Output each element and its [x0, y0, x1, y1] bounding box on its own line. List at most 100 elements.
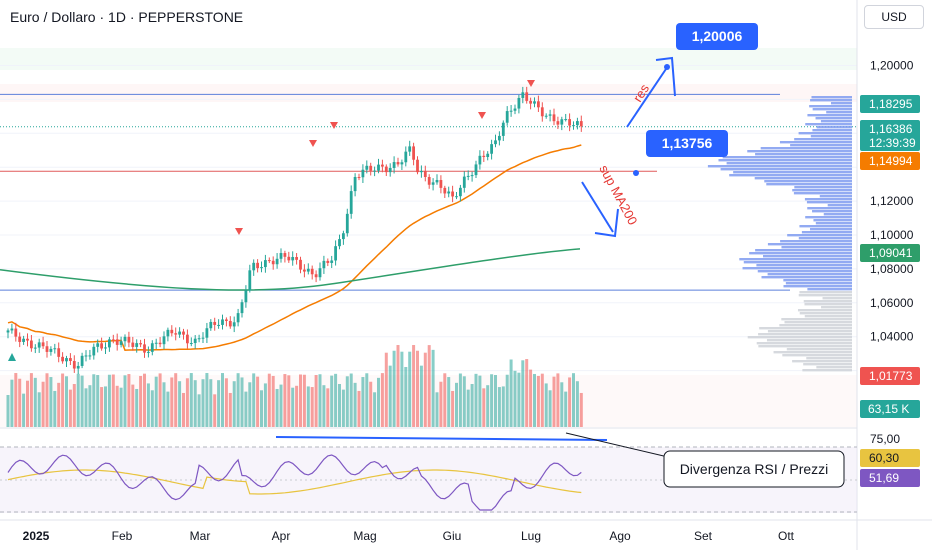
candle-body — [158, 342, 162, 345]
price-label: 1,09041 — [869, 246, 913, 260]
volume-bar — [451, 390, 455, 427]
candle-body — [76, 365, 80, 369]
price-label-box — [860, 95, 920, 113]
callout-text-sup: 1,13756 — [662, 135, 713, 151]
volume-profile-bar — [764, 180, 852, 183]
candle-body — [69, 358, 72, 362]
volume-profile-bar — [815, 117, 852, 120]
candle-body — [65, 358, 68, 362]
volume-profile-bar — [783, 285, 852, 288]
volume-bar — [392, 350, 396, 427]
candle-body — [353, 177, 357, 192]
volume-bar — [127, 374, 131, 427]
candle-body — [147, 351, 150, 353]
volume-bar — [111, 374, 115, 427]
y-tick-label: 1,08000 — [870, 262, 914, 276]
candle-body — [306, 268, 310, 272]
volume-profile-bar — [802, 369, 852, 372]
volume-bar — [427, 345, 431, 427]
candle-body — [423, 170, 427, 178]
candle-body — [443, 187, 447, 194]
candle-body — [349, 191, 353, 214]
candle-body — [18, 336, 22, 342]
volume-bar — [68, 389, 72, 427]
candle-body — [533, 101, 536, 104]
volume-bar — [513, 370, 517, 427]
volume-bar — [568, 377, 572, 427]
volume-profile-bar — [798, 294, 852, 297]
volume-bar — [57, 382, 61, 427]
volume-bar — [33, 377, 37, 427]
volume-profile-bar — [816, 366, 852, 369]
candle-body — [279, 253, 283, 259]
volume-bars — [6, 345, 583, 427]
volume-bar — [494, 375, 497, 427]
volume-bar — [443, 373, 447, 427]
volume-profile-bar — [819, 195, 852, 198]
candle-body — [548, 114, 552, 116]
volume-profile-bar — [794, 138, 852, 141]
volume-bar — [65, 376, 68, 427]
candle-body — [123, 336, 127, 342]
volume-bar — [384, 352, 388, 427]
candle-body — [314, 274, 318, 278]
candles — [6, 86, 583, 375]
volume-bar — [205, 373, 209, 427]
volume-bar — [185, 378, 189, 427]
volume-profile-bar — [820, 120, 852, 123]
volume-bar — [560, 382, 564, 427]
x-tick-label: Apr — [272, 529, 291, 543]
volume-bar — [338, 384, 341, 427]
candle-body — [564, 119, 568, 121]
volume-profile-bar — [805, 216, 852, 219]
volume-bar — [10, 379, 14, 427]
volume-profile-bar — [812, 210, 852, 213]
candle-body — [96, 343, 100, 347]
volume-profile-bar — [807, 207, 852, 210]
volume-profile-bar — [785, 282, 852, 285]
x-tick-label: Lug — [521, 529, 541, 543]
candle-body — [303, 269, 306, 272]
volume-profile-bar — [812, 129, 852, 132]
volume-profile-bar — [813, 219, 852, 222]
volume-profile-bar — [804, 198, 852, 201]
currency-button[interactable]: USD — [864, 5, 924, 29]
volume-bar — [45, 373, 49, 427]
volume-bar — [540, 373, 544, 427]
price-label: 1,16386 — [869, 122, 913, 136]
volume-bar — [536, 375, 540, 427]
x-tick-label: 2025 — [23, 529, 50, 543]
rsi-tick-label: 75,00 — [870, 432, 900, 446]
volume-profile-bar — [763, 255, 852, 258]
volume-bar — [322, 385, 326, 427]
volume-bar — [435, 392, 439, 427]
volume-profile-bar — [733, 171, 852, 174]
volume-bar — [131, 384, 135, 427]
callout-box-sup — [646, 130, 728, 157]
candle-body — [14, 328, 18, 337]
sell-signal-marker — [309, 140, 317, 147]
volume-bar — [72, 383, 76, 427]
candle-body — [119, 341, 123, 345]
x-tick-label: Ago — [609, 529, 631, 543]
candle-body — [318, 268, 322, 278]
volume-profile-bar — [799, 312, 852, 315]
volume-bar — [400, 351, 404, 427]
candle-body — [150, 343, 154, 352]
candle-body — [295, 257, 298, 260]
candle-body — [330, 260, 334, 263]
candle-body — [84, 355, 88, 357]
candle-body — [252, 262, 256, 271]
volume-profile-bar — [803, 300, 852, 303]
candle-body — [260, 267, 263, 269]
volume-bar — [248, 382, 252, 427]
volume-bar — [388, 365, 392, 427]
volume-bar — [18, 378, 22, 427]
volume-bar — [22, 393, 26, 427]
volume-bar — [341, 389, 345, 427]
candle-body — [291, 257, 295, 261]
candle-body — [420, 170, 423, 173]
volume-profile-bar — [726, 162, 852, 165]
volume-bar — [474, 373, 478, 427]
